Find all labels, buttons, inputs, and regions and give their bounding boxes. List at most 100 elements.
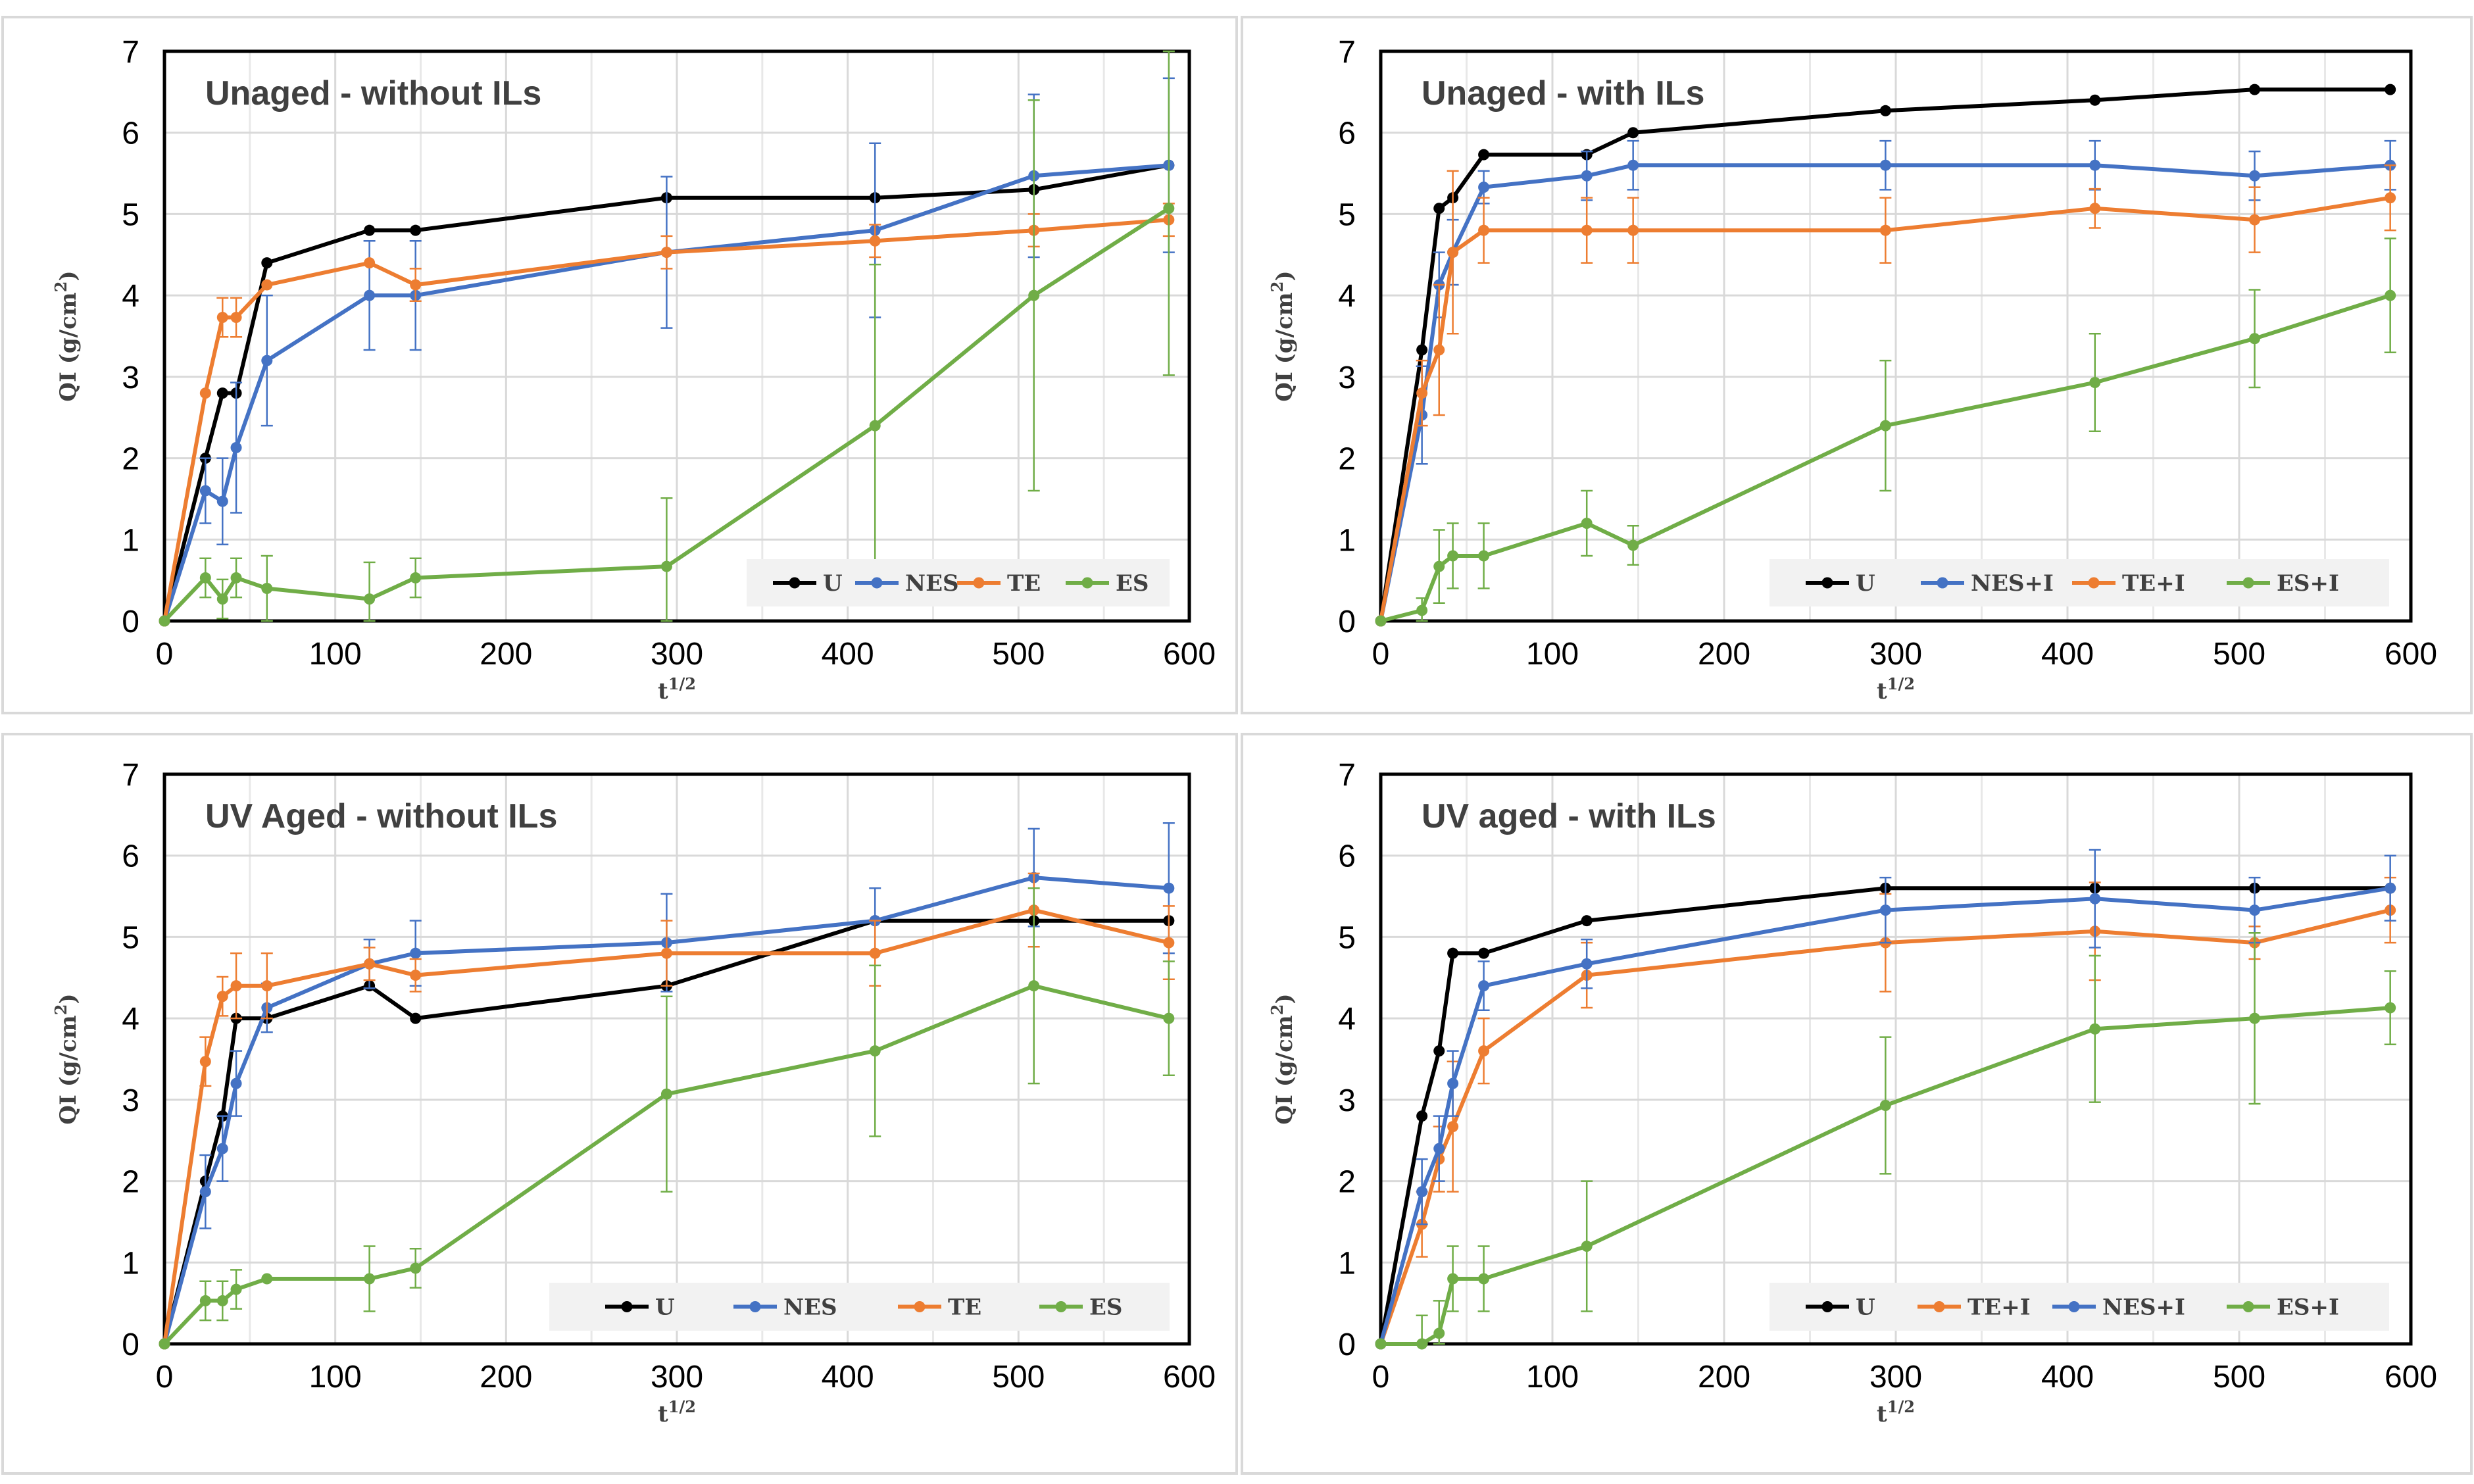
x-tick-label: 200 <box>1698 637 1750 672</box>
x-tick-label: 100 <box>1526 637 1579 672</box>
data-point <box>159 1338 170 1350</box>
y-tick-label: 2 <box>1338 1165 1356 1200</box>
legend-label: ES <box>1089 1295 1122 1321</box>
legend-entry-nes-plusi: NES+I <box>1921 570 2054 597</box>
y-tick-label: 7 <box>122 758 139 793</box>
legend-marker <box>914 1301 926 1312</box>
y-tick-label: 5 <box>122 920 139 955</box>
legend-label: TE <box>948 1295 981 1321</box>
y-tick-label: 3 <box>1338 360 1356 395</box>
y-tick-label: 2 <box>1338 442 1356 477</box>
data-point <box>364 257 376 269</box>
data-point <box>1433 344 1445 356</box>
x-axis-label: t1/2 <box>658 1397 696 1427</box>
y-tick-label: 7 <box>1338 35 1356 70</box>
x-tick-label: 600 <box>1163 1360 1216 1395</box>
legend-marker <box>2068 1301 2080 1312</box>
data-point <box>410 279 422 291</box>
data-point <box>660 560 672 572</box>
y-tick-label: 5 <box>1338 197 1356 232</box>
legend-label: U <box>1856 1295 1875 1321</box>
data-point <box>2385 289 2396 301</box>
data-point <box>230 312 242 324</box>
data-point <box>1478 149 1490 161</box>
data-point <box>1416 1110 1428 1122</box>
x-tick-label: 0 <box>156 1360 174 1395</box>
data-point <box>1447 247 1459 259</box>
legend-entry-es: ES <box>1039 1295 1122 1321</box>
data-point <box>410 947 422 959</box>
legend-entry-nes: NES <box>855 570 959 597</box>
data-point <box>364 593 376 605</box>
data-point <box>1478 224 1490 236</box>
series-u <box>159 159 1175 627</box>
data-point <box>1028 980 1040 992</box>
x-tick-label: 200 <box>480 1360 532 1395</box>
data-point <box>1581 1241 1593 1252</box>
y-axis-label: QI (g/cm2) <box>1268 270 1298 401</box>
data-point <box>216 495 228 507</box>
legend-label: U <box>823 570 843 597</box>
legend-marker <box>1821 577 1833 589</box>
y-tick-label: 1 <box>122 1246 139 1281</box>
data-point <box>230 1077 242 1089</box>
x-axis-label: t1/2 <box>1877 1397 1915 1427</box>
y-tick-label: 4 <box>122 279 139 314</box>
gridlines <box>163 50 1191 622</box>
x-axis-label: t1/2 <box>658 674 696 705</box>
data-point <box>261 355 273 366</box>
data-point <box>1433 1045 1445 1057</box>
legend-marker <box>2242 1301 2254 1312</box>
legend-entry-u: U <box>773 570 843 597</box>
data-point <box>1581 958 1593 970</box>
data-point <box>1447 947 1459 959</box>
x-tick-label: 300 <box>1869 1360 1922 1395</box>
data-point <box>2248 1012 2260 1024</box>
data-point <box>410 224 422 236</box>
legend-entry-u: U <box>1806 1295 1875 1321</box>
legend-entry-te-plusi: TE+I <box>1917 1295 2031 1321</box>
data-point <box>1028 289 1040 301</box>
data-point <box>261 980 273 992</box>
data-point <box>1478 550 1490 562</box>
data-point <box>1163 203 1175 214</box>
legend-label: ES+I <box>2277 1295 2339 1321</box>
legend-label: TE+I <box>2122 570 2185 597</box>
data-point <box>1879 420 1891 432</box>
series-nes-plusi <box>1375 849 2396 1350</box>
legend-entry-te-plusi: TE+I <box>2072 570 2185 597</box>
legend-marker <box>2242 577 2254 589</box>
data-point <box>2089 377 2101 389</box>
data-point <box>216 1295 228 1306</box>
legend-marker <box>749 1301 761 1312</box>
data-point <box>199 1186 211 1198</box>
data-point <box>2089 893 2101 904</box>
chart-panel-uv-aged-without-ils: 0 1 2 3 4 5 6 7 0 100 200 300 400 500 600 t1/2 QI (g/cm2… <box>1 733 1238 1475</box>
y-tick-label: 6 <box>1338 116 1356 151</box>
legend-marker <box>871 577 883 589</box>
data-point <box>1879 105 1891 116</box>
data-point <box>1627 224 1639 236</box>
y-axis-label: QI (g/cm2) <box>1268 993 1298 1124</box>
series-line-es-plusi <box>1381 1006 2390 1346</box>
data-point <box>1581 224 1593 236</box>
data-point <box>2248 214 2260 226</box>
y-tick-label: 2 <box>122 1165 139 1200</box>
legend: U NES TE ES <box>747 559 1170 606</box>
panel-border <box>1 733 1238 1475</box>
chart-panel-unaged-with-ils: 0 1 2 3 4 5 6 7 0 100 200 300 400 500 600 t1/2 QI (g/cm2… <box>1241 16 2473 714</box>
gridlines <box>1379 50 2412 622</box>
legend: U TE+I NES+I ES+I <box>1769 1283 2389 1331</box>
data-point <box>1447 1273 1459 1285</box>
y-tick-label: 4 <box>1338 1002 1356 1037</box>
data-point <box>159 615 170 627</box>
data-point <box>410 572 422 583</box>
data-point <box>216 1143 228 1154</box>
legend-label: U <box>1856 570 1875 597</box>
legend-entry-u: U <box>1806 570 1875 597</box>
legend-entry-nes-plusi: NES+I <box>2052 1295 2185 1321</box>
x-tick-label: 500 <box>992 637 1045 672</box>
data-point <box>261 257 273 269</box>
data-point <box>364 1273 376 1285</box>
y-tick-label: 6 <box>122 839 139 874</box>
